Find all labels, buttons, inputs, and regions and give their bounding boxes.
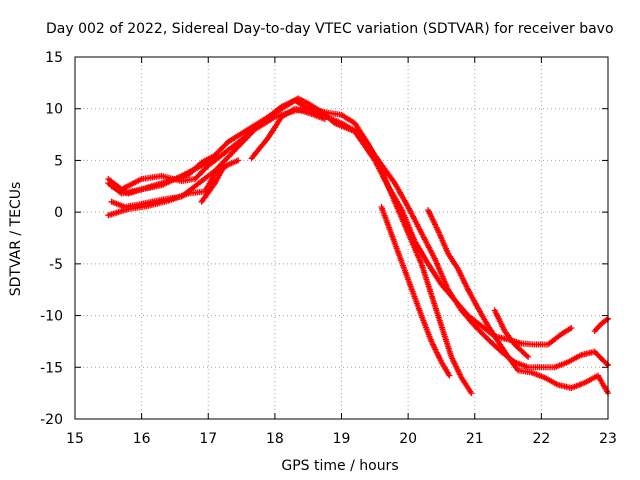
y-tick-label: 5 bbox=[54, 153, 63, 169]
y-axis-ticks: -20 -15 -10 -5 0 5 10 15 bbox=[40, 50, 608, 428]
x-tick-label: 19 bbox=[333, 431, 351, 447]
plot-frame bbox=[74, 56, 609, 420]
x-axis-ticks: 15 16 17 18 19 20 21 22 23 bbox=[66, 57, 617, 447]
data-point bbox=[321, 116, 328, 123]
x-tick-label: 15 bbox=[66, 431, 84, 447]
data-point bbox=[568, 325, 575, 331]
x-tick-label: 18 bbox=[266, 431, 284, 447]
y-tick-label: -10 bbox=[40, 309, 63, 325]
x-tick-label: 22 bbox=[532, 431, 550, 447]
y-tick-label: -15 bbox=[40, 360, 63, 376]
y-tick-label: 10 bbox=[45, 102, 63, 118]
y-tick-label: 0 bbox=[54, 205, 63, 221]
data-point bbox=[603, 361, 610, 367]
x-axis-label: GPS time / hours bbox=[281, 458, 398, 474]
series-track-2 bbox=[105, 97, 611, 371]
x-tick-label: 16 bbox=[133, 431, 151, 447]
y-axis-label: SDTVAR / TECUs bbox=[8, 182, 24, 297]
data-point bbox=[208, 154, 215, 161]
series-track-6 bbox=[198, 161, 228, 205]
series-track-11 bbox=[591, 315, 611, 335]
x-tick-label: 17 bbox=[199, 431, 217, 447]
series-track-7 bbox=[248, 105, 328, 162]
series-track-5 bbox=[108, 154, 215, 197]
data-point bbox=[525, 353, 532, 360]
y-tick-label: -5 bbox=[49, 257, 63, 273]
x-tick-label: 23 bbox=[599, 431, 617, 447]
data-series bbox=[105, 95, 611, 397]
data-point bbox=[221, 161, 228, 168]
y-tick-label: 15 bbox=[45, 50, 63, 66]
y-tick-label: -20 bbox=[40, 412, 63, 428]
series-track-10 bbox=[491, 307, 532, 360]
series-track-8 bbox=[378, 204, 453, 379]
x-tick-label: 21 bbox=[466, 431, 484, 447]
data-point bbox=[603, 316, 610, 323]
data-point bbox=[468, 390, 475, 397]
data-point bbox=[446, 372, 453, 379]
data-point bbox=[235, 157, 242, 164]
chart-title: Day 002 of 2022, Sidereal Day-to-day VTE… bbox=[46, 21, 614, 37]
series-track-4 bbox=[105, 157, 242, 219]
x-tick-label: 20 bbox=[399, 431, 417, 447]
series-track-9 bbox=[425, 207, 611, 397]
